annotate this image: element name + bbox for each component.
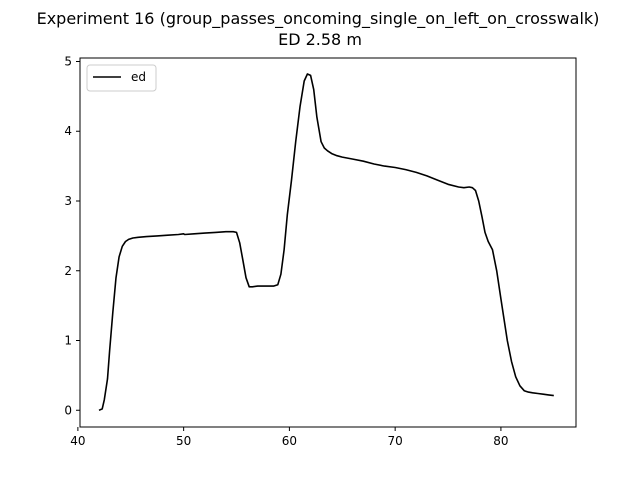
x-tick-label: 60 xyxy=(282,434,297,448)
legend-box xyxy=(86,64,157,92)
x-tick-label: 70 xyxy=(388,434,403,448)
x-tick-label: 80 xyxy=(493,434,508,448)
axis-ticks: 40 50 60 70 80 0 1 2 3 4 5 xyxy=(64,54,508,448)
y-tick-label: 3 xyxy=(64,194,72,208)
series-layer xyxy=(98,73,554,412)
plot-frame xyxy=(79,57,577,428)
x-tick-label: 40 xyxy=(70,434,85,448)
y-tick-label: 0 xyxy=(64,403,72,417)
y-tick-label: 4 xyxy=(64,124,72,138)
legend: ed xyxy=(86,64,157,92)
chart-subtitle: ED 2.58 m xyxy=(278,30,362,49)
series-line-ed xyxy=(98,73,554,412)
y-tick-label: 5 xyxy=(64,54,72,68)
x-tick-label: 50 xyxy=(176,434,191,448)
legend-label-ed: ed xyxy=(131,70,146,84)
y-tick-label: 1 xyxy=(64,334,72,348)
chart-title: Experiment 16 (group_passes_oncoming_sin… xyxy=(37,9,600,29)
y-tick-label: 2 xyxy=(64,264,72,278)
